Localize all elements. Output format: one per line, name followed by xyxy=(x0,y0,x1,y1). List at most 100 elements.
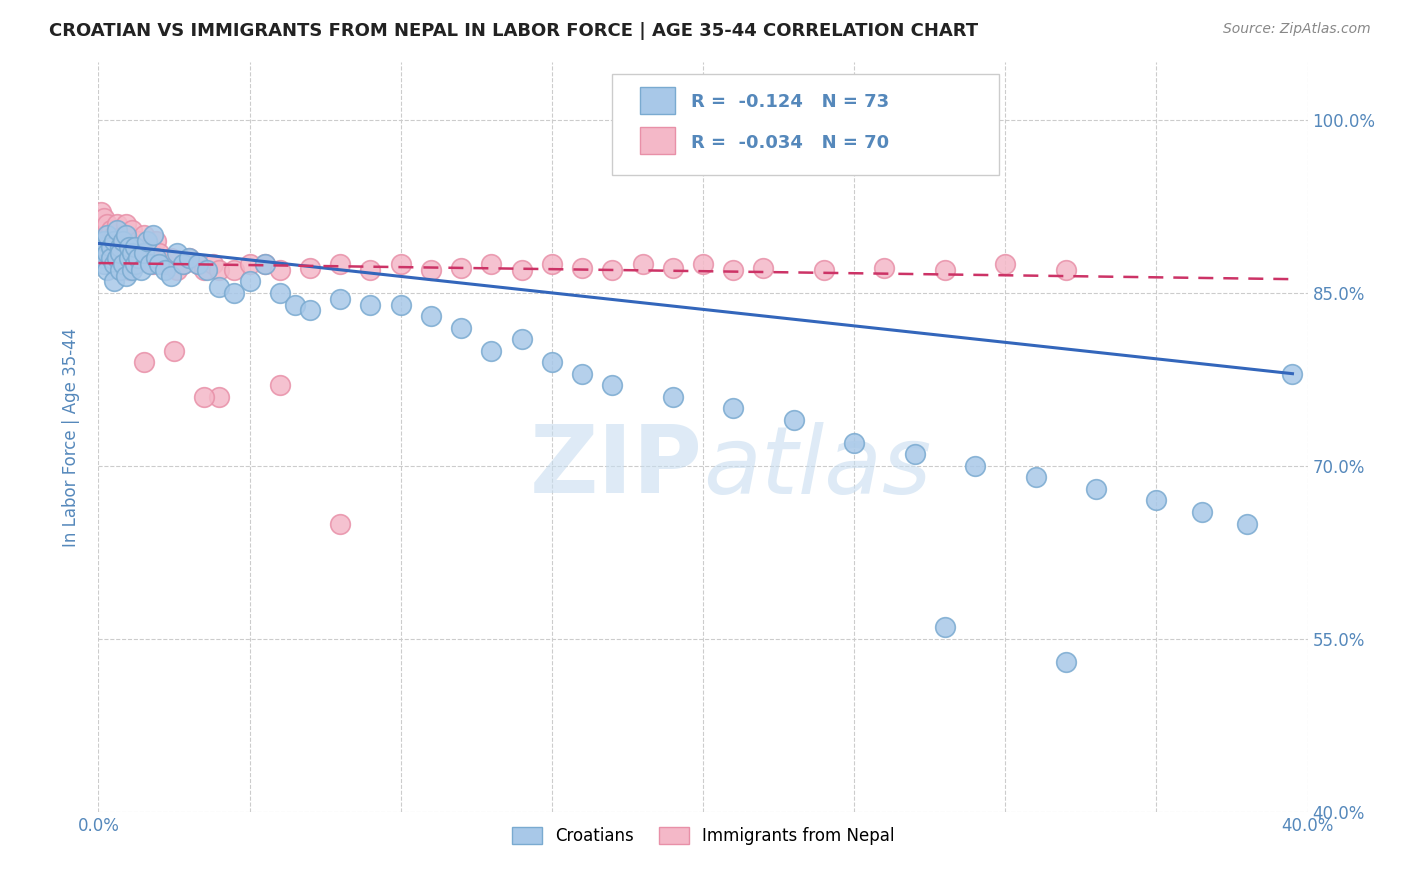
Point xyxy=(329,292,352,306)
Point xyxy=(224,285,246,300)
Point xyxy=(602,378,624,392)
Point xyxy=(105,217,128,231)
Point xyxy=(111,252,134,266)
Point xyxy=(166,245,188,260)
Point xyxy=(1236,516,1258,531)
Point xyxy=(269,378,291,392)
Point xyxy=(631,257,654,271)
Point xyxy=(100,222,122,236)
Point xyxy=(124,240,146,254)
Point xyxy=(108,245,131,260)
Point xyxy=(111,234,134,248)
Point xyxy=(118,252,141,266)
Point xyxy=(389,297,412,311)
Point xyxy=(93,211,115,225)
Point xyxy=(420,263,443,277)
Point xyxy=(118,263,141,277)
Point xyxy=(160,268,183,283)
Text: R =  -0.034   N = 70: R = -0.034 N = 70 xyxy=(690,134,889,152)
Point xyxy=(284,297,307,311)
Point xyxy=(127,252,149,266)
Point xyxy=(844,435,866,450)
Y-axis label: In Labor Force | Age 35-44: In Labor Force | Age 35-44 xyxy=(62,327,80,547)
Point xyxy=(172,257,194,271)
Point xyxy=(103,257,125,271)
Point xyxy=(253,257,276,271)
Point xyxy=(163,343,186,358)
FancyBboxPatch shape xyxy=(640,127,675,153)
Point xyxy=(93,257,115,271)
Point xyxy=(269,285,291,300)
Point xyxy=(208,280,231,294)
Point xyxy=(132,245,155,260)
Point xyxy=(121,222,143,236)
Point xyxy=(1054,263,1077,277)
Point xyxy=(193,390,215,404)
Point xyxy=(239,275,262,289)
Point xyxy=(510,332,533,346)
Point xyxy=(124,257,146,271)
Point xyxy=(105,222,128,236)
Point xyxy=(166,263,188,277)
Point xyxy=(139,257,162,271)
Text: CROATIAN VS IMMIGRANTS FROM NEPAL IN LABOR FORCE | AGE 35-44 CORRELATION CHART: CROATIAN VS IMMIGRANTS FROM NEPAL IN LAB… xyxy=(49,22,979,40)
Point xyxy=(148,257,170,271)
Point xyxy=(602,263,624,277)
Point xyxy=(783,413,806,427)
Point xyxy=(195,263,218,277)
Point xyxy=(160,252,183,266)
Point xyxy=(114,228,136,243)
Point xyxy=(208,263,231,277)
Point xyxy=(450,320,472,334)
Point xyxy=(481,257,503,271)
Point xyxy=(389,257,412,271)
Point xyxy=(179,252,201,266)
Point xyxy=(187,257,209,271)
Point xyxy=(90,205,112,219)
Point xyxy=(124,240,146,254)
Point xyxy=(1281,367,1303,381)
Point xyxy=(148,245,170,260)
Point xyxy=(108,263,131,277)
Point xyxy=(121,263,143,277)
Point xyxy=(299,303,322,318)
Point xyxy=(540,257,562,271)
Point xyxy=(127,234,149,248)
Point xyxy=(934,263,956,277)
Point xyxy=(299,260,322,275)
Point xyxy=(360,297,382,311)
Point xyxy=(187,257,209,271)
Point xyxy=(96,263,118,277)
Point xyxy=(481,343,503,358)
Point xyxy=(142,257,165,271)
Point xyxy=(172,257,194,271)
Point xyxy=(100,252,122,266)
Point xyxy=(108,263,131,277)
Point xyxy=(1144,493,1167,508)
Point xyxy=(96,245,118,260)
Point xyxy=(153,257,176,271)
Point xyxy=(450,260,472,275)
Point xyxy=(723,263,745,277)
Point xyxy=(129,263,152,277)
Point xyxy=(135,252,157,266)
Point xyxy=(202,257,225,271)
Point xyxy=(114,257,136,271)
Point xyxy=(96,240,118,254)
Point xyxy=(208,390,231,404)
Point xyxy=(510,263,533,277)
Point xyxy=(139,240,162,254)
Point xyxy=(135,234,157,248)
Point xyxy=(360,263,382,277)
Point xyxy=(253,257,276,271)
Point xyxy=(904,447,927,461)
Point xyxy=(934,620,956,634)
Point xyxy=(103,275,125,289)
Legend: Croatians, Immigrants from Nepal: Croatians, Immigrants from Nepal xyxy=(505,821,901,852)
Point xyxy=(145,234,167,248)
Point xyxy=(661,260,683,275)
Text: Source: ZipAtlas.com: Source: ZipAtlas.com xyxy=(1223,22,1371,37)
Point xyxy=(114,217,136,231)
Point xyxy=(90,222,112,236)
Point xyxy=(145,252,167,266)
